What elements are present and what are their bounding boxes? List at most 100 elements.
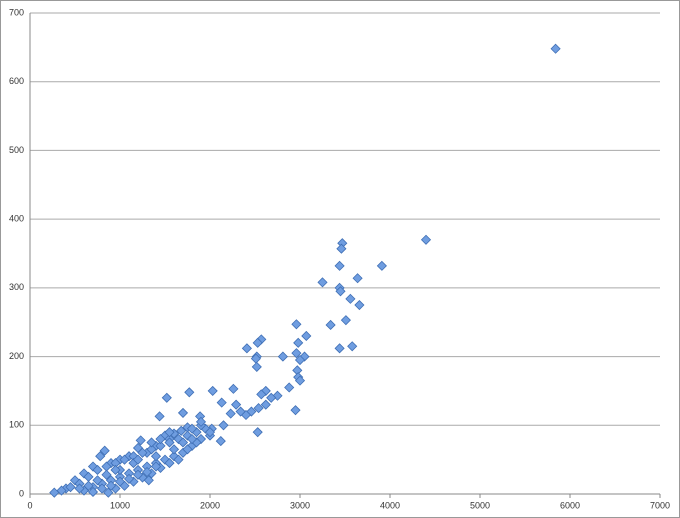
point xyxy=(325,319,336,331)
x-tick-label: 3000 xyxy=(290,500,310,510)
point xyxy=(290,405,301,416)
point xyxy=(137,447,148,458)
point xyxy=(159,454,171,465)
point xyxy=(347,341,358,352)
point xyxy=(177,437,189,448)
point xyxy=(186,423,198,434)
point xyxy=(354,299,365,311)
y-tick-label: 0 xyxy=(19,488,24,498)
point xyxy=(340,315,351,326)
point xyxy=(119,454,130,465)
point xyxy=(195,416,207,427)
point xyxy=(87,486,99,498)
point xyxy=(294,375,306,386)
point xyxy=(231,399,242,410)
x-tick-label: 0 xyxy=(27,500,32,510)
point xyxy=(184,387,195,398)
point xyxy=(65,482,76,493)
point xyxy=(334,343,345,354)
point xyxy=(260,399,271,410)
point xyxy=(95,451,106,462)
point xyxy=(96,483,108,494)
point xyxy=(376,260,387,271)
point xyxy=(168,444,180,455)
point xyxy=(284,382,295,393)
point xyxy=(132,454,144,465)
point xyxy=(246,406,257,417)
point xyxy=(182,430,193,441)
point xyxy=(83,480,94,491)
point xyxy=(101,469,112,480)
x-tick-label: 6000 xyxy=(560,500,580,510)
point xyxy=(114,476,126,487)
y-tick-label: 100 xyxy=(9,420,24,430)
point xyxy=(135,435,146,446)
point xyxy=(186,433,198,445)
point xyxy=(207,385,218,396)
point xyxy=(164,458,175,469)
point xyxy=(74,483,85,494)
point xyxy=(272,390,283,401)
point xyxy=(277,351,288,362)
point xyxy=(266,392,277,403)
point xyxy=(334,260,345,271)
point xyxy=(225,408,236,419)
point xyxy=(218,420,229,431)
point xyxy=(150,451,162,462)
y-tick-label: 500 xyxy=(9,145,24,155)
point xyxy=(345,293,356,304)
point xyxy=(352,273,363,284)
point xyxy=(215,436,226,447)
y-tick-label: 700 xyxy=(9,7,24,17)
point xyxy=(154,411,165,422)
point xyxy=(293,337,304,348)
point xyxy=(99,445,110,456)
point xyxy=(260,385,271,396)
point xyxy=(235,406,246,417)
point xyxy=(103,487,114,498)
point xyxy=(550,43,561,54)
point xyxy=(216,397,227,408)
point xyxy=(155,440,166,451)
point xyxy=(92,464,103,476)
x-tick-label: 4000 xyxy=(380,500,400,510)
point xyxy=(161,392,172,403)
point xyxy=(164,427,175,438)
point xyxy=(253,403,264,414)
point xyxy=(92,475,103,486)
point xyxy=(256,389,267,400)
x-tick-label: 5000 xyxy=(470,500,490,510)
point xyxy=(132,469,144,480)
x-tick-label: 7000 xyxy=(650,500,670,510)
point xyxy=(143,475,154,486)
point xyxy=(252,427,263,438)
point xyxy=(291,319,302,330)
point xyxy=(335,286,346,297)
point xyxy=(252,337,263,348)
point xyxy=(173,433,184,445)
x-tick-label: 2000 xyxy=(200,500,220,510)
point xyxy=(110,464,121,476)
point xyxy=(294,354,306,366)
point xyxy=(228,383,239,394)
point xyxy=(420,234,432,245)
point xyxy=(251,361,262,372)
point xyxy=(155,433,166,445)
y-tick-label: 600 xyxy=(9,76,24,86)
point xyxy=(56,485,67,496)
y-tick-label: 400 xyxy=(9,214,24,224)
point xyxy=(141,466,153,478)
point xyxy=(150,461,162,472)
point xyxy=(182,444,193,455)
point xyxy=(241,343,252,354)
point xyxy=(173,454,184,465)
point xyxy=(146,437,157,448)
point xyxy=(204,427,216,438)
point xyxy=(336,243,347,254)
y-tick-label: 300 xyxy=(9,282,24,292)
y-tick-label: 200 xyxy=(9,351,24,361)
point xyxy=(146,444,157,455)
point xyxy=(291,348,302,359)
